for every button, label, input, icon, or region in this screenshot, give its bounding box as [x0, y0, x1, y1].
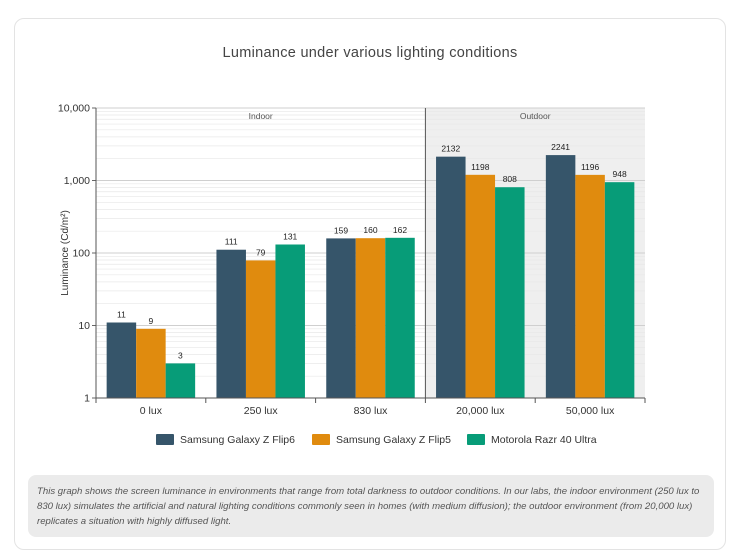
y-tick-label: 10 [78, 320, 90, 332]
x-tick-label: 250 lux [244, 405, 279, 417]
bar [575, 174, 605, 398]
bar-value-label: 1196 [581, 162, 600, 172]
bar [385, 237, 415, 398]
bar-value-label: 1198 [471, 162, 490, 172]
bar-value-label: 2241 [551, 142, 570, 152]
y-tick-label: 1,000 [64, 175, 90, 187]
bar-value-label: 3 [178, 350, 183, 360]
bar-value-label: 160 [363, 225, 377, 235]
x-tick-label: 0 lux [140, 405, 163, 417]
legend-swatch [156, 434, 174, 445]
bar [216, 249, 246, 398]
bar [165, 363, 196, 398]
bar-value-label: 948 [613, 169, 627, 179]
bar [604, 182, 635, 398]
y-tick-label: 10,000 [58, 103, 90, 115]
bar-value-label: 2132 [441, 144, 460, 154]
legend-label: Motorola Razr 40 Ultra [491, 434, 597, 446]
bar-value-label: 808 [503, 174, 517, 184]
bar [545, 155, 576, 398]
bar [436, 156, 466, 398]
bar-value-label: 111 [225, 237, 238, 247]
y-tick-label: 100 [72, 248, 90, 260]
x-tick-label: 20,000 lux [456, 405, 505, 417]
y-tick-label: 1 [84, 393, 90, 405]
legend-swatch [312, 434, 330, 445]
bar [245, 260, 276, 398]
bar-value-label: 9 [149, 316, 154, 326]
y-axis-label: Luminance (Cd/m²) [60, 210, 71, 296]
region-label-outdoor: Outdoor [520, 111, 551, 121]
bar-value-label: 131 [283, 231, 297, 241]
region-label-indoor: Indoor [249, 111, 273, 121]
bar [106, 322, 137, 398]
bar-value-label: 159 [334, 225, 348, 235]
bar-value-label: 162 [393, 225, 407, 235]
bar [275, 244, 305, 398]
x-tick-label: 830 lux [354, 405, 389, 417]
bar [355, 238, 386, 398]
bar [136, 328, 166, 398]
bar [495, 187, 525, 398]
bar [326, 238, 356, 398]
legend-label: Samsung Galaxy Z Flip6 [180, 434, 295, 446]
legend-label: Samsung Galaxy Z Flip5 [336, 434, 451, 446]
legend-swatch [467, 434, 485, 445]
bar-value-label: 79 [256, 247, 266, 257]
chart-caption: This graph shows the screen luminance in… [28, 475, 714, 537]
chart-title: Luminance under various lighting conditi… [222, 45, 517, 61]
bar [465, 174, 496, 398]
bar-value-label: 11 [117, 309, 126, 319]
x-tick-label: 50,000 lux [566, 405, 615, 417]
